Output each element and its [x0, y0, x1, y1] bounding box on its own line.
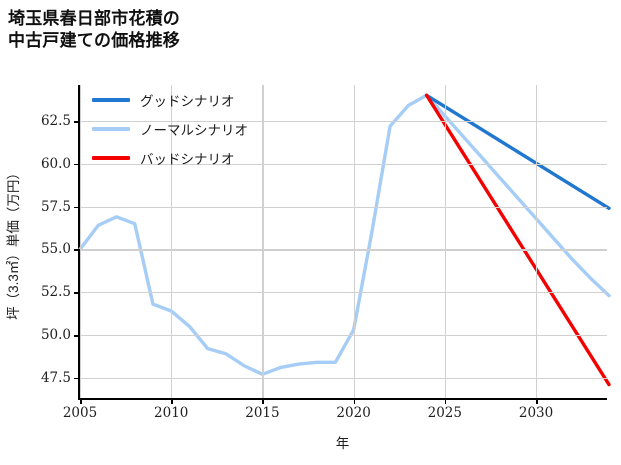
y-axis-tick-label: 62.5 — [40, 112, 71, 129]
gridline-horizontal — [80, 163, 607, 165]
legend-item[interactable]: バッドシナリオ — [92, 148, 248, 168]
chart-legend: グッドシナリオ ノーマルシナリオ バッドシナリオ — [92, 90, 248, 168]
y-axis-tick — [74, 120, 80, 123]
series-line — [424, 93, 611, 387]
legend-item-label: グッドシナリオ — [140, 94, 235, 109]
legend-item-label: ノーマルシナリオ — [140, 123, 248, 138]
y-axis-tick-label: 47.5 — [40, 369, 71, 386]
x-axis-tick — [536, 398, 538, 404]
y-axis-tick — [74, 292, 80, 294]
gridline-horizontal — [80, 334, 607, 337]
legend-swatch-icon — [92, 156, 130, 160]
gridline-horizontal — [80, 206, 607, 208]
x-axis-tick-label: 2020 — [336, 405, 371, 421]
x-axis-tick-label: 2015 — [245, 405, 280, 421]
gridline-vertical — [353, 85, 355, 398]
y-axis-tick — [74, 334, 80, 337]
gridline-horizontal — [80, 120, 607, 123]
legend-swatch-icon — [92, 98, 130, 102]
x-axis-tick-label: 2030 — [518, 405, 554, 421]
x-axis-tick — [171, 398, 173, 404]
x-axis-tick-label: 2005 — [62, 405, 98, 421]
y-axis-tick — [74, 163, 80, 166]
y-axis-tick — [74, 249, 80, 251]
y-axis-tick — [74, 377, 80, 380]
gridline-vertical — [262, 85, 264, 398]
gridline-vertical — [444, 85, 446, 398]
plot-area: 47.5 50.0 52.5 55.0 57.5 60.0 62.5 2005 2010 2015… — [41, 85, 611, 421]
y-axis-tick-label: 60.0 — [40, 155, 71, 172]
x-axis-tick — [80, 398, 82, 404]
gridline-horizontal — [80, 292, 607, 294]
legend-item-label: バッドシナリオ — [140, 152, 235, 167]
x-axis-tick — [262, 398, 264, 404]
y-axis-tick-label: 50.0 — [40, 326, 71, 343]
y-axis-tick-label: 55.0 — [40, 241, 71, 258]
legend-item[interactable]: グッドシナリオ — [92, 90, 248, 110]
y-axis-tick-label: 57.5 — [40, 198, 71, 215]
x-axis-title: 年 — [335, 436, 350, 451]
gridline-vertical — [80, 85, 82, 398]
series-layer — [78, 93, 611, 387]
y-axis-title-label: 坪（3.3㎡）単価（万円） — [6, 165, 21, 320]
gridline-horizontal — [80, 377, 607, 379]
y-axis-tick — [74, 206, 80, 209]
y-axis-title: 坪（3.3㎡）単価（万円） — [2, 85, 22, 400]
x-axis-tick — [444, 398, 447, 404]
x-axis-tick — [353, 398, 356, 404]
gridline-horizontal — [80, 249, 607, 251]
page-title: 埼玉県春日部市花積の 中古戸建ての価格推移 — [8, 9, 180, 50]
gridline-vertical — [536, 85, 538, 398]
x-axis-tick-label: 2025 — [427, 405, 462, 421]
series-line — [78, 93, 611, 377]
legend-item[interactable]: ノーマルシナリオ — [92, 119, 248, 139]
series-line — [424, 93, 611, 210]
y-axis-tick-label: 52.5 — [40, 284, 71, 301]
gridline-vertical — [171, 85, 173, 398]
x-axis-tick-label: 2010 — [154, 405, 189, 421]
legend-swatch-icon — [92, 127, 130, 131]
